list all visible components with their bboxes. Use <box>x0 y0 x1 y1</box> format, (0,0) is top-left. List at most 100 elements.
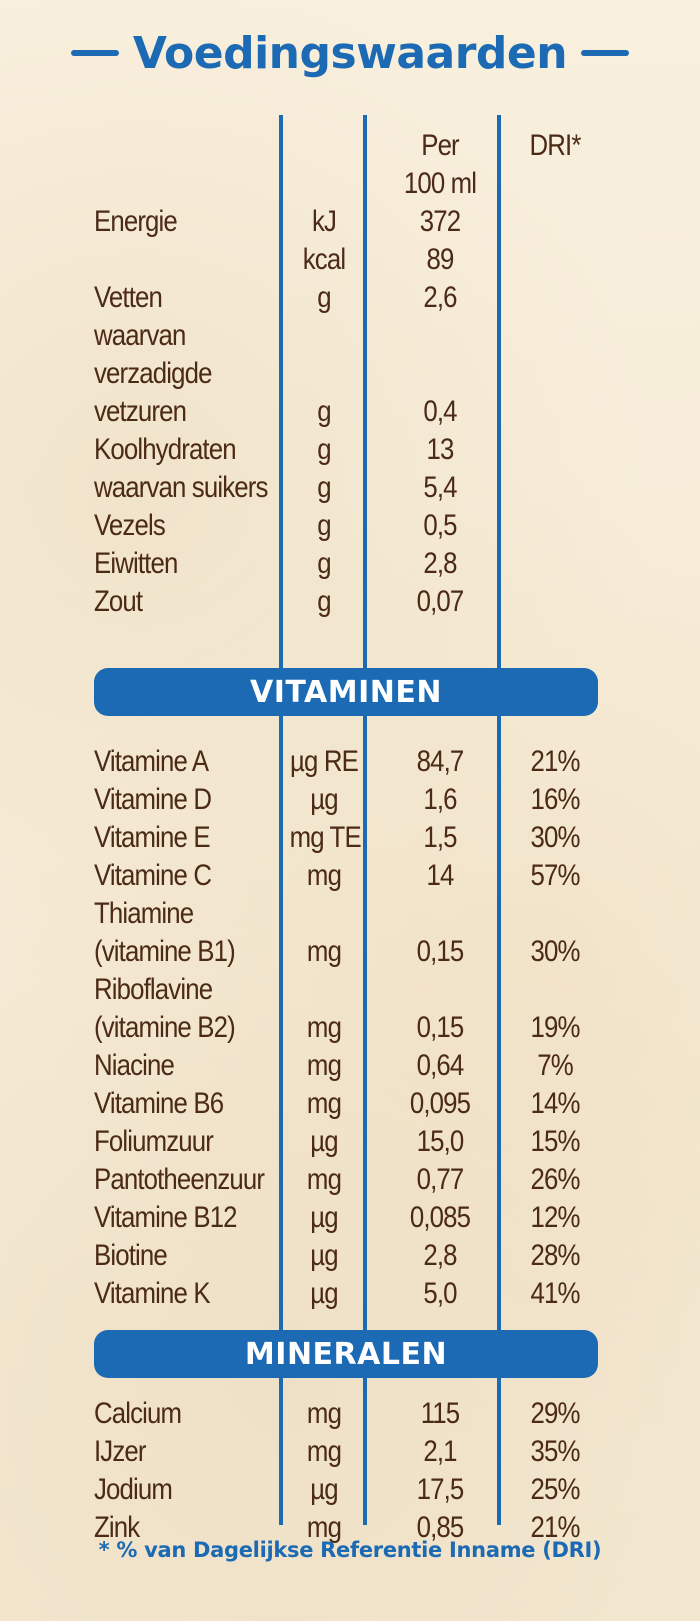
nutrient-unit: kJ <box>311 205 337 238</box>
nutrient-value: 0,77 <box>416 1163 465 1196</box>
nutrient-name: Jodium <box>94 1473 173 1506</box>
nutrient-name: Vitamine A <box>94 745 209 778</box>
page-title: Voedingswaarden <box>132 27 568 79</box>
nutrient-value: 2,8 <box>423 547 457 580</box>
nutrient-value: 5,0 <box>423 1277 457 1310</box>
header-per-unit: 100 ml <box>403 167 477 200</box>
nutrient-value: 2,8 <box>423 1239 457 1272</box>
table-row: Biotine µg 2,8 28% <box>0 1237 700 1275</box>
section-title: MINERALEN <box>244 1336 448 1372</box>
column-divider <box>363 115 367 1525</box>
table-row: Zink mg 0,85 21% <box>0 1509 700 1547</box>
header-row: 100 ml <box>0 165 700 203</box>
header-row: Per DRI* <box>0 127 700 165</box>
table-row: vetzuren g 0,4 <box>0 393 700 431</box>
title-dash-left <box>70 50 119 56</box>
table-row: verzadigde <box>0 355 700 393</box>
nutrient-unit: µg <box>310 1239 338 1272</box>
table-row: IJzer mg 2,1 35% <box>0 1433 700 1471</box>
nutrient-value: 0,07 <box>416 585 465 618</box>
column-divider <box>497 115 501 1525</box>
nutrient-name: (vitamine B2) <box>94 1011 236 1044</box>
nutrient-unit: mg <box>306 935 342 968</box>
table-row: Jodium µg 17,5 25% <box>0 1471 700 1509</box>
table-row: Vitamine B6 mg 0,095 14% <box>0 1085 700 1123</box>
table-row: Riboflavine <box>0 971 700 1009</box>
nutrient-dri: 28% <box>530 1239 580 1272</box>
table-row: Niacine mg 0,64 7% <box>0 1047 700 1085</box>
nutrient-name: Vitamine E <box>94 821 211 854</box>
nutrient-name: Zink <box>94 1511 140 1544</box>
nutrient-name: Riboflavine <box>94 973 213 1006</box>
nutrient-unit: mg <box>306 1435 342 1468</box>
table-row: Vitamine E mg TE 1,5 30% <box>0 819 700 857</box>
nutrient-name: (vitamine B1) <box>94 935 236 968</box>
nutrient-value: 84,7 <box>416 745 465 778</box>
nutrient-name: Vitamine D <box>94 783 212 816</box>
nutrient-value: 0,64 <box>416 1049 465 1082</box>
header-dri: DRI* <box>529 129 581 162</box>
nutrient-unit: µg RE <box>290 745 359 778</box>
section-banner-vitaminen: VITAMINEN <box>94 668 598 716</box>
table-row: Energie kJ 372 <box>0 203 700 241</box>
title-area: Voedingswaarden <box>0 18 700 88</box>
nutrient-value: 115 <box>420 1397 460 1430</box>
nutrient-name: Pantotheenzuur <box>94 1163 265 1196</box>
table-row: Vetten g 2,6 <box>0 279 700 317</box>
nutrient-name: Vezels <box>94 509 166 542</box>
section-banner-mineralen: MINERALEN <box>94 1330 598 1378</box>
nutrient-name: IJzer <box>94 1435 146 1468</box>
nutrient-name: Vitamine C <box>94 859 212 892</box>
nutrient-unit: kcal <box>302 243 346 276</box>
nutrient-name: vetzuren <box>94 395 187 428</box>
column-divider <box>279 115 283 1525</box>
nutrient-unit: g <box>317 585 331 618</box>
nutrient-unit: mg <box>306 1049 342 1082</box>
nutrient-name: Biotine <box>94 1239 168 1272</box>
nutrient-name: Vetten <box>94 281 163 314</box>
nutrient-unit: µg <box>310 1473 338 1506</box>
title-dash-right <box>581 50 630 56</box>
nutrient-name: Energie <box>94 205 178 238</box>
nutrient-unit: mg <box>306 1511 342 1544</box>
table-row: Eiwitten g 2,8 <box>0 545 700 583</box>
nutrient-name: waarvan suikers <box>94 471 268 504</box>
nutrient-unit: g <box>317 281 331 314</box>
nutrient-dri: 16% <box>530 783 580 816</box>
nutrient-unit: mg <box>306 1163 342 1196</box>
nutrient-dri: 7% <box>537 1049 573 1082</box>
nutrient-value: 372 <box>419 205 461 238</box>
table-row: Koolhydraten g 13 <box>0 431 700 469</box>
nutrient-value: 5,4 <box>423 471 457 504</box>
table-row: (vitamine B1) mg 0,15 30% <box>0 933 700 971</box>
nutrient-unit: mg <box>306 1397 342 1430</box>
nutrient-dri: 30% <box>530 935 580 968</box>
nutrient-unit: µg <box>310 783 338 816</box>
nutrient-value: 0,4 <box>423 395 457 428</box>
nutrient-name: Zout <box>94 585 143 618</box>
nutrient-unit: µg <box>310 1125 338 1158</box>
nutrient-dri: 19% <box>530 1011 580 1044</box>
table-row: Vitamine B12 µg 0,085 12% <box>0 1199 700 1237</box>
nutrient-dri: 21% <box>530 1511 580 1544</box>
nutrient-value: 0,85 <box>416 1511 465 1544</box>
header-per: Per <box>421 129 459 162</box>
footnote: * % van Dagelijkse Referentie Inname (DR… <box>98 1538 602 1562</box>
table-row: Vitamine D µg 1,6 16% <box>0 781 700 819</box>
table-row: Foliumzuur µg 15,0 15% <box>0 1123 700 1161</box>
nutrient-unit: g <box>317 509 331 542</box>
nutrient-value: 1,6 <box>423 783 457 816</box>
table-row: Vitamine A µg RE 84,7 21% <box>0 743 700 781</box>
nutrient-dri: 26% <box>530 1163 580 1196</box>
nutrient-dri: 29% <box>530 1397 580 1430</box>
nutrient-value: 0,085 <box>409 1201 471 1234</box>
nutrient-value: 0,5 <box>423 509 457 542</box>
nutrient-unit: mg <box>306 859 342 892</box>
nutrient-value: 17,5 <box>416 1473 465 1506</box>
table-row: waarvan <box>0 317 700 355</box>
nutrient-value: 0,15 <box>416 935 465 968</box>
nutrient-value: 89 <box>426 243 455 276</box>
nutrient-unit: mg <box>306 1087 342 1120</box>
section-title: VITAMINEN <box>250 674 442 710</box>
nutrient-name: verzadigde <box>94 357 212 390</box>
